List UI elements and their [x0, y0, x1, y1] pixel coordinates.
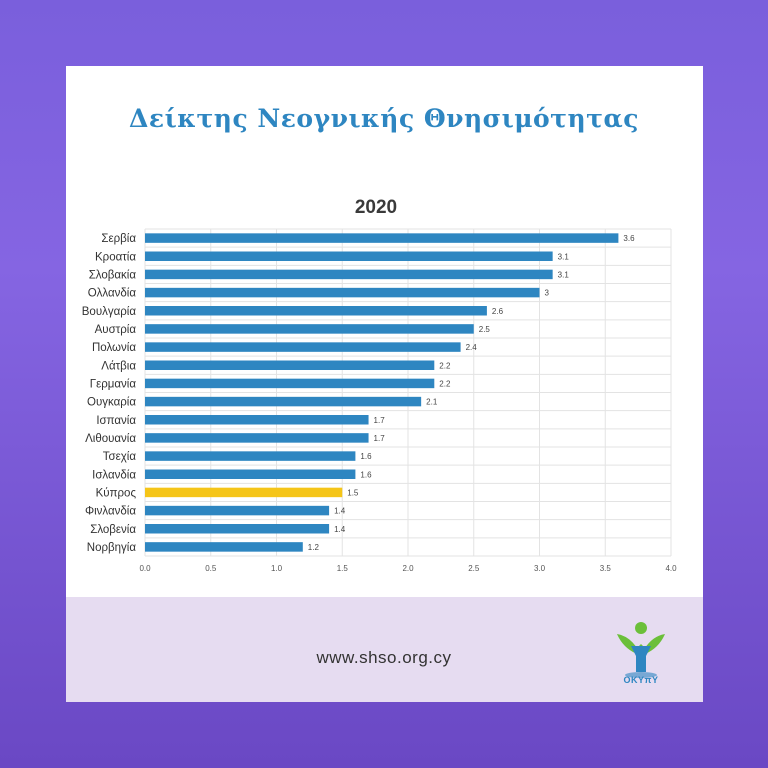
- bar: [145, 269, 553, 280]
- data-label: 1.7: [374, 434, 386, 443]
- bar: [145, 251, 553, 261]
- data-label: 2.4: [466, 343, 478, 352]
- data-label: 1.4: [334, 507, 346, 516]
- data-label: 2.6: [492, 307, 504, 316]
- bar: [145, 542, 303, 552]
- bar: [145, 396, 422, 407]
- data-label: 1.5: [347, 488, 359, 497]
- x-tick-label: 0.0: [139, 564, 151, 573]
- x-tick-label: 3.0: [534, 564, 546, 573]
- category-label: Κύπρος: [96, 487, 137, 499]
- bar: [145, 360, 435, 370]
- data-label: 2.2: [439, 379, 451, 388]
- logo-text: OKYπY: [623, 675, 659, 685]
- bar: [145, 505, 330, 516]
- x-tick-label: 4.0: [665, 564, 677, 573]
- bar: [145, 342, 461, 352]
- category-label: Νορβηγία: [87, 542, 137, 554]
- category-label: Ολλανδία: [88, 288, 137, 300]
- data-label: 2.5: [479, 325, 491, 334]
- bar: [145, 233, 619, 243]
- category-label: Τσεχία: [103, 451, 137, 463]
- category-label: Λιθουανία: [85, 433, 136, 445]
- bar: [145, 324, 474, 334]
- bar: [145, 433, 369, 443]
- data-label: 1.6: [360, 470, 372, 479]
- category-label: Σλοβενία: [90, 524, 136, 536]
- data-label: 2.2: [439, 361, 451, 370]
- data-label: 1.4: [334, 525, 346, 534]
- data-label: 2.1: [426, 398, 438, 407]
- category-label: Πολωνία: [92, 342, 136, 354]
- bar: [145, 469, 356, 479]
- category-label: Ουγκαρία: [87, 397, 136, 409]
- bar-chart: 2020 0.0 0.5 1.0 1.5 2.0 2.5 3.0 3.5 4.0 Σερβία 3.6…: [82, 197, 677, 573]
- data-label: 3.6: [623, 234, 635, 243]
- bar: [145, 524, 330, 534]
- bar: [145, 451, 356, 461]
- x-tick-label: 3.5: [600, 564, 612, 573]
- bar: [145, 487, 343, 498]
- category-label: Ισλανδία: [92, 469, 136, 481]
- x-tick-label: 1.0: [271, 564, 283, 573]
- data-label: 3.1: [558, 252, 570, 261]
- category-label: Βουλγαρία: [82, 306, 137, 318]
- okypy-logo-icon: [617, 622, 665, 678]
- x-tick-label: 0.5: [205, 564, 217, 573]
- bar: [145, 378, 435, 389]
- x-tick-label: 1.5: [337, 564, 349, 573]
- data-label: 1.7: [374, 416, 386, 425]
- category-label: Γερμανία: [90, 378, 137, 390]
- data-label: 1.6: [360, 452, 372, 461]
- data-label: 3: [545, 289, 550, 298]
- data-label: 1.2: [308, 543, 320, 552]
- x-tick-label: 2.0: [402, 564, 414, 573]
- bar: [145, 415, 369, 425]
- category-label: Αυστρία: [95, 324, 137, 336]
- category-label: Κροατία: [95, 251, 136, 263]
- footer: [66, 597, 703, 702]
- bar: [145, 287, 540, 298]
- page-title: Δείκτης Νεογνικής Θνησιμότητας: [129, 104, 639, 133]
- category-label: Φινλανδία: [85, 506, 136, 518]
- category-label: Σερβία: [101, 233, 136, 245]
- website-link[interactable]: www.shso.org.cy: [316, 648, 452, 667]
- category-label: Ισπανία: [96, 415, 136, 427]
- x-tick-label: 2.5: [468, 564, 480, 573]
- bar: [145, 306, 487, 316]
- category-label: Λάτβια: [101, 360, 136, 372]
- data-label: 3.1: [558, 270, 570, 279]
- chart-title: 2020: [355, 197, 397, 218]
- category-label: Σλοβακία: [89, 269, 137, 281]
